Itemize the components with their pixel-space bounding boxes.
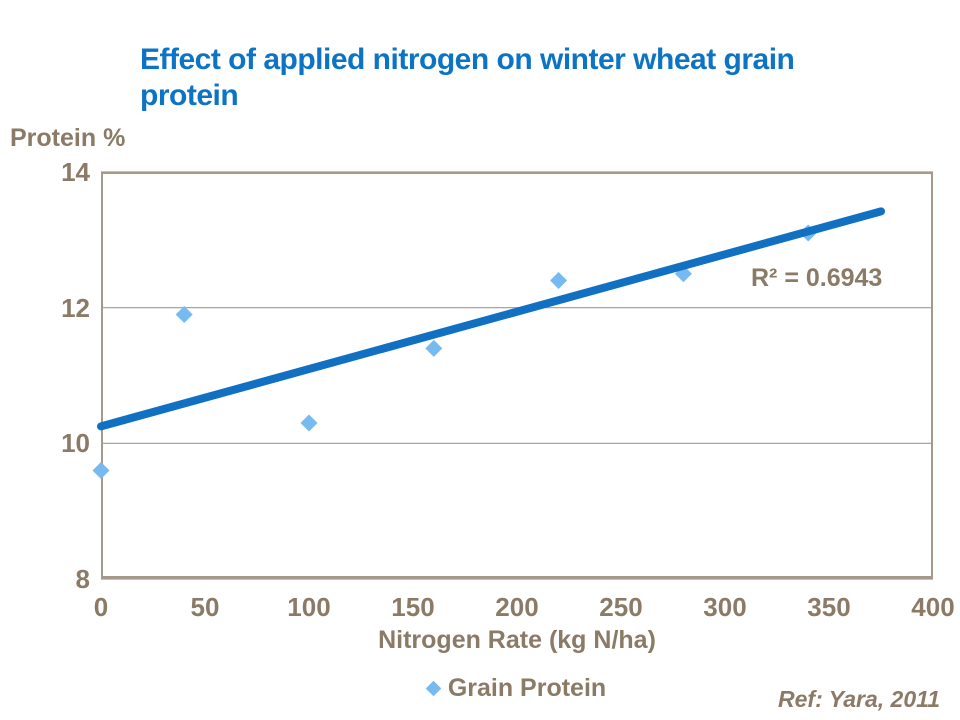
data-point-diamond — [175, 305, 193, 323]
data-point-diamond — [550, 272, 568, 290]
y-tick-label: 12 — [61, 292, 90, 323]
diamond-icon — [425, 680, 442, 697]
data-point-diamond — [425, 339, 443, 357]
x-tick-label: 350 — [807, 592, 851, 622]
y-tick-label: 14 — [61, 157, 90, 187]
x-tick-label: 50 — [190, 592, 220, 622]
x-tick-label: 150 — [391, 592, 435, 622]
x-tick-label: 250 — [599, 592, 643, 622]
y-axis-title: Protein % — [10, 124, 126, 152]
x-tick-label: 200 — [495, 592, 539, 622]
y-tick-label: 10 — [61, 428, 90, 459]
x-tick-label: 300 — [703, 592, 747, 622]
chart-svg — [92, 171, 933, 580]
legend: Grain Protein — [101, 674, 933, 703]
chart-title: Effect of applied nitrogen on winter whe… — [140, 42, 930, 114]
chart-title-line1: Effect of applied nitrogen on winter whe… — [140, 43, 795, 76]
r-squared-annotation: R² = 0.6943 — [751, 264, 883, 292]
plot-area — [92, 171, 933, 580]
data-point-diamond — [92, 461, 110, 479]
y-tick-label: 8 — [75, 564, 90, 594]
x-tick-label: 400 — [911, 592, 955, 622]
reference-text: Ref: Yara, 2011 — [778, 686, 940, 712]
x-tick-label: 100 — [287, 592, 331, 622]
trendline — [97, 207, 885, 431]
x-axis-title: Nitrogen Rate (kg N/ha) — [378, 626, 656, 654]
legend-label: Grain Protein — [447, 674, 607, 702]
data-point-diamond — [300, 414, 318, 432]
chart-title-line2: protein — [140, 79, 239, 112]
x-tick-label: 0 — [93, 592, 109, 622]
